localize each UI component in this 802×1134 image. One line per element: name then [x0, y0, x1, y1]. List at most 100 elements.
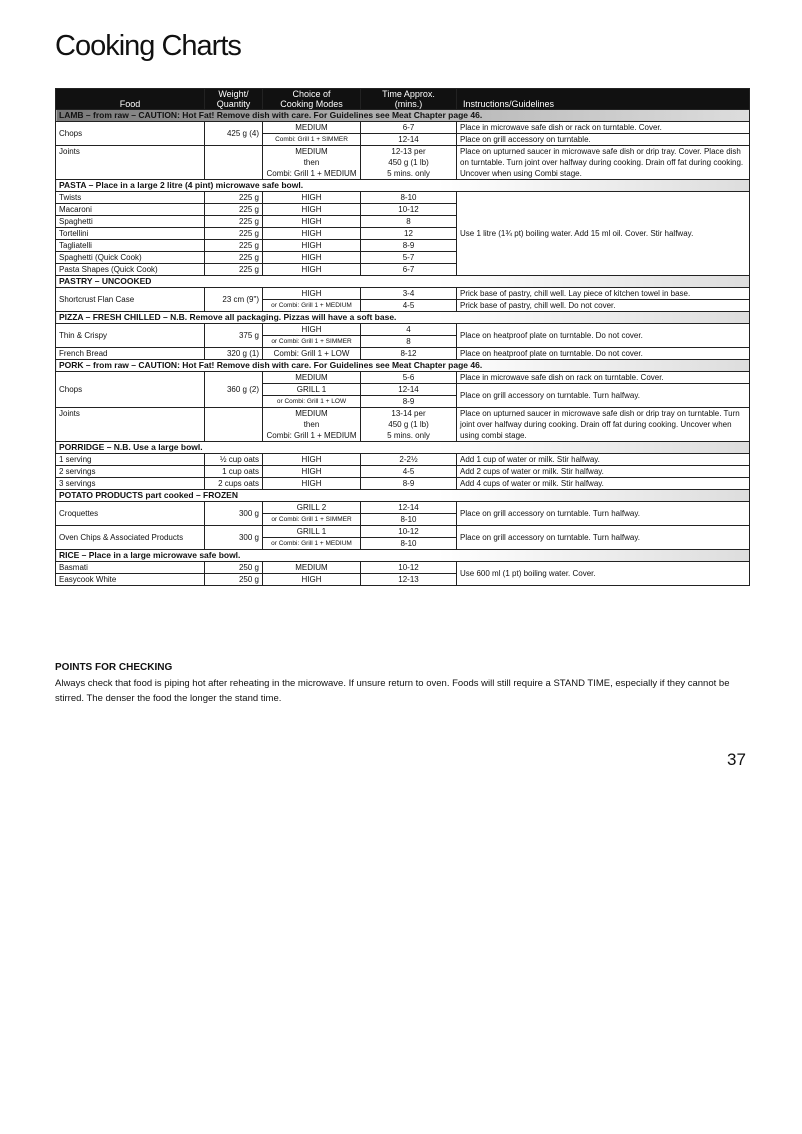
- section-header-row: PIZZA – FRESH CHILLED – N.B. Remove all …: [55, 311, 750, 324]
- instructions-cell: Place on grill accessory on turntable. T…: [456, 525, 750, 550]
- cooking-mode-cell: Combi: Grill 1 + LOW: [262, 347, 361, 360]
- time-cell: 4-5: [360, 465, 457, 478]
- food-cell: Oven Chips & Associated Products: [55, 525, 205, 550]
- food-cell: Tortellini: [55, 227, 205, 240]
- page-number: 37: [727, 750, 746, 769]
- table-row: French Bread 320 g (1) Combi: Grill 1 + LO…: [55, 347, 750, 360]
- cooking-mode-cell: HIGH: [262, 477, 361, 490]
- food-cell: Spaghetti (Quick Cook): [55, 251, 205, 264]
- food-cell: Spaghetti: [55, 215, 205, 228]
- weight-cell: 225 g: [204, 251, 263, 264]
- section-title: PASTA – Place in a large 2 litre (4 pint…: [55, 179, 750, 192]
- cooking-chart-table: Food Weight/ Quantity Choice of Cooking …: [55, 88, 750, 586]
- table-row: Tagliatelli 225 g HIGH 8-9: [55, 239, 750, 252]
- instructions-cell: Use 1 litre (1¾ pt) boiling water. Add 1…: [456, 191, 750, 276]
- time-cell: 12: [360, 227, 457, 240]
- food-cell: Shortcrust Flan Case: [55, 287, 205, 312]
- time-cell: 4: [360, 323, 457, 336]
- weight-cell: [204, 145, 263, 180]
- cooking-mode-cell: or Combi: Grill 1 + SIMMER: [262, 513, 361, 526]
- food-cell: Thin & Crispy: [55, 323, 205, 348]
- table-row: or Combi: Grill 1 + MEDIUM 8-10: [56, 537, 750, 550]
- weight-cell: 250 g: [204, 573, 263, 586]
- time-cell: 5-7: [360, 251, 457, 264]
- cooking-mode-cell: HIGH: [262, 251, 361, 264]
- cooking-mode-cell: MEDIUM then Combi: Grill 1 + MEDIUM: [262, 145, 361, 180]
- time-cell: 8-9: [360, 477, 457, 490]
- time-cell: 12-13 per 450 g (1 lb) 5 mins. only: [360, 145, 457, 180]
- table-row: Shortcrust Flan Case 23 cm (9") HIGH 3-4 Pri…: [55, 287, 750, 312]
- table-row: or Combi: Grill 1 + LOW 8-9: [56, 395, 750, 408]
- weight-cell: 23 cm (9"): [204, 287, 263, 312]
- food-cell: Pasta Shapes (Quick Cook): [55, 263, 205, 276]
- table-row: 1 serving ½ cup oats HIGH 2-2½ Add 1 cup of …: [55, 453, 750, 466]
- cooking-mode-cell: Combi: Grill 1 + SIMMER: [262, 133, 361, 146]
- cooking-mode-cell: HIGH: [262, 453, 361, 466]
- time-cell: 8-9: [360, 395, 457, 408]
- time-cell: 8-12: [360, 347, 457, 360]
- weight-cell: 320 g (1): [204, 347, 263, 360]
- weight-cell: 425 g (4): [204, 121, 263, 146]
- header-weight: Weight/ Quantity: [204, 88, 263, 110]
- section-title: PORRIDGE – N.B. Use a large bowl.: [55, 441, 750, 454]
- header-time: Time Approx. (mins.): [360, 88, 457, 110]
- table-row: Basmati 250 g MEDIUM 10-12 Use 600 ml (1 pt)…: [55, 561, 750, 586]
- time-cell: 8-10: [360, 513, 457, 526]
- section-title: PIZZA – FRESH CHILLED – N.B. Remove all …: [55, 311, 750, 324]
- time-cell: 12-13: [360, 573, 457, 586]
- table-row: Thin & Crispy 375 g HIGH 4 Place on heatproo…: [55, 323, 750, 348]
- food-cell: Chops: [55, 121, 205, 146]
- table-row: 3 servings 2 cups oats HIGH 8-9 Add 4 cups o…: [55, 477, 750, 490]
- instructions-cell: Place on heatproof plate on turntable. D…: [456, 323, 750, 348]
- cooking-mode-cell: or Combi: Grill 1 + LOW: [262, 395, 361, 408]
- weight-cell: 375 g: [204, 323, 263, 348]
- table-row: 2 servings 1 cup oats HIGH 4-5 Add 2 cups of…: [55, 465, 750, 478]
- food-cell: Twists: [55, 191, 205, 204]
- instructions-cell: Place in microwave safe dish on rack on …: [456, 371, 750, 384]
- cooking-mode-cell: HIGH: [262, 203, 361, 216]
- time-cell: 8-9: [360, 239, 457, 252]
- weight-cell: 225 g: [204, 203, 263, 216]
- instructions-cell: Place on upturned saucer in microwave sa…: [456, 145, 750, 180]
- cooking-mode-cell: HIGH: [262, 227, 361, 240]
- instructions-cell: Place on grill accessory on turntable. T…: [456, 501, 750, 526]
- points-for-checking-text: Always check that food is piping hot aft…: [55, 678, 730, 704]
- time-cell: 8-10: [360, 191, 457, 204]
- weight-cell: 225 g: [204, 227, 263, 240]
- cooking-mode-cell: HIGH: [262, 287, 361, 300]
- instructions-cell: Place on grill accessory on turntable.: [456, 133, 750, 146]
- section-header-row: RICE – Place in a large microwave safe b…: [55, 549, 750, 562]
- instructions-cell: Prick base of pastry, chill well. Do not…: [456, 299, 750, 312]
- cooking-mode-cell: or Combi: Grill 1 + SIMMER: [262, 335, 361, 348]
- table-row: Easycook White 250 g HIGH 12-13: [55, 573, 750, 586]
- cooking-mode-cell: HIGH: [262, 323, 361, 336]
- weight-cell: 2 cups oats: [204, 477, 263, 490]
- cooking-mode-cell: HIGH: [262, 465, 361, 478]
- weight-cell: [204, 407, 263, 442]
- cooking-mode-cell: or Combi: Grill 1 + MEDIUM: [262, 537, 361, 550]
- table-row: Joints MEDIUM then Combi: Grill 1 + MEDIU…: [55, 145, 750, 180]
- points-for-checking-heading: POINTS FOR CHECKING: [55, 662, 173, 673]
- weight-cell: ½ cup oats: [204, 453, 263, 466]
- cooking-mode-cell: HIGH: [262, 573, 361, 586]
- weight-cell: 225 g: [204, 191, 263, 204]
- instructions-cell: Add 1 cup of water or milk. Stir halfway…: [456, 453, 750, 466]
- page-title: Cooking Charts: [55, 30, 242, 62]
- time-cell: 4-5: [360, 299, 457, 312]
- section-header-row: PASTA – Place in a large 2 litre (4 pint…: [55, 179, 750, 192]
- table-header-row: Food Weight/ Quantity Choice of Cooking …: [55, 88, 750, 110]
- instructions-cell: Prick base of pastry, chill well. Lay pi…: [456, 287, 750, 300]
- table-row: Spaghetti (Quick Cook) 225 g HIGH 5-7: [55, 251, 750, 264]
- weight-cell: 225 g: [204, 215, 263, 228]
- cooking-mode-cell: HIGH: [262, 191, 361, 204]
- food-cell: 3 servings: [55, 477, 205, 490]
- food-cell: Basmati: [55, 561, 205, 574]
- table-row: Chops 360 g (2) MEDIUM 5-6 Place in microwav…: [55, 371, 750, 408]
- cooking-mode-cell: MEDIUM then Combi: Grill 1 + MEDIUM: [262, 407, 361, 442]
- table-row: or Combi: Grill 1 + SIMMER 8-10: [56, 513, 750, 526]
- time-cell: 13-14 per 450 g (1 lb) 5 mins. only: [360, 407, 457, 442]
- weight-cell: 1 cup oats: [204, 465, 263, 478]
- cooking-mode-cell: MEDIUM: [262, 371, 361, 384]
- food-cell: Joints: [55, 145, 205, 180]
- cooking-mode-cell: HIGH: [262, 263, 361, 276]
